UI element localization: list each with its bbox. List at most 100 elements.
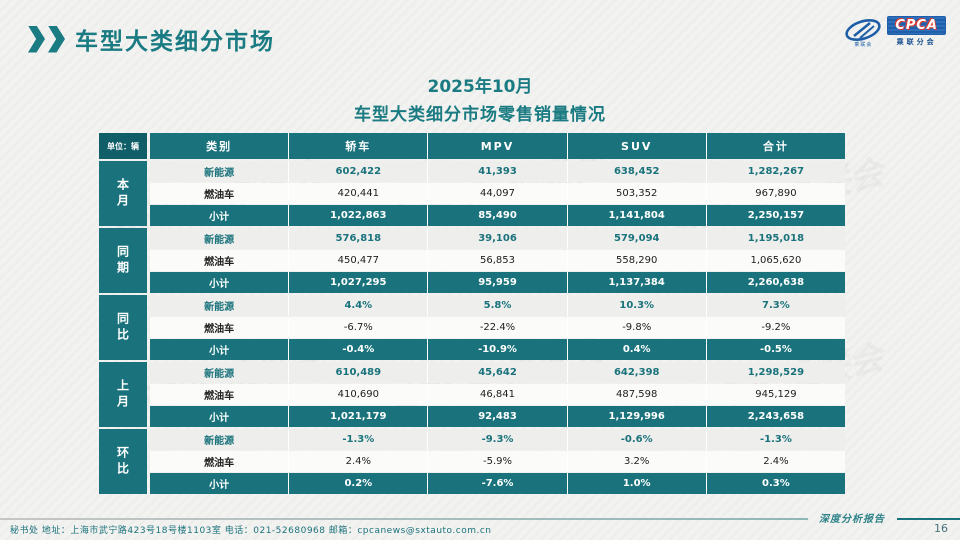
value-cell: 2.4% (705, 451, 845, 472)
row-group: 上月 新能源 610,489 45,642 642,398 1,298,529 燃油车 410… (99, 362, 846, 427)
value-cell: 642,398 (566, 362, 706, 383)
value-cell: 7.3% (705, 295, 845, 316)
value-cell: 85,490 (427, 205, 567, 226)
double-chevron-icon (28, 25, 65, 53)
value-cell: 638,452 (566, 161, 706, 182)
category-cell: 新能源 (204, 302, 235, 313)
table-header-row: 单位：辆 类别 轿车 MPV SUV 合计 (99, 133, 846, 159)
row-group: 同比 新能源 4.4% 5.8% 10.3% 7.3% 燃油车 -6.7% -22.4% -9.8… (99, 295, 846, 360)
cpca-logo: 乘联会 CPCA 乘联分会 (842, 16, 946, 48)
value-cell: 95,959 (427, 272, 567, 293)
table-row: 新能源 -1.3% -9.3% -0.6% -1.3% (150, 429, 845, 450)
value-cell: 1,065,620 (705, 250, 845, 271)
value-cell: 576,818 (288, 228, 427, 249)
table-row: 燃油车 410,690 46,841 487,598 945,129 (150, 384, 845, 405)
value-cell: -10.9% (427, 339, 567, 360)
table-row: 燃油车 2.4% -5.9% 3.2% 2.4% (150, 451, 845, 472)
category-cell: 新能源 (204, 235, 235, 246)
swoosh-ellipse-icon (845, 19, 882, 41)
category-cell: 小计 (150, 339, 289, 360)
value-cell: 39,106 (427, 228, 566, 249)
logo-caption: 乘联分会 (896, 38, 937, 46)
table-groups: 本月 新能源 602,422 41,393 638,452 1,282,267 燃油车 420… (99, 161, 846, 494)
column-header-total: 合计 (705, 133, 846, 159)
cpca-wordmark: CPCA (887, 16, 946, 35)
value-cell: -9.8% (566, 317, 706, 338)
page-title: 车型大类细分市场 (75, 29, 275, 55)
value-cell: 1,141,804 (566, 205, 706, 226)
value-cell: 41,393 (427, 161, 566, 182)
row-group-label: 上月 (99, 362, 147, 427)
value-cell: 1,129,996 (566, 406, 706, 427)
table-row: 小计 1,021,179 92,483 1,129,996 2,243,658 (150, 406, 846, 427)
footer-divider-left (0, 518, 808, 520)
value-cell: 5.8% (427, 295, 566, 316)
value-cell: 3.2% (566, 451, 706, 472)
value-cell: 2.4% (288, 451, 427, 472)
value-cell: 56,853 (427, 250, 566, 271)
row-group-label: 同比 (99, 295, 147, 360)
value-cell: 610,489 (288, 362, 427, 383)
value-cell: 45,642 (427, 362, 566, 383)
report-series-label: 深度分析报告 (819, 514, 885, 525)
row-group-label: 环比 (99, 429, 147, 494)
footer-divider-right (897, 518, 960, 520)
table-title: 2025年10月 车型大类细分市场零售销量情况 (0, 72, 960, 125)
column-header-category: 类别 (150, 133, 289, 159)
slide-header: 车型大类细分市场 (28, 22, 275, 56)
value-cell: 602,422 (288, 161, 427, 182)
column-header-mpv: MPV (427, 133, 567, 159)
value-cell: -0.6% (566, 429, 706, 450)
row-group: 同期 新能源 576,818 39,106 579,094 1,195,018 燃油车 450… (99, 228, 846, 293)
category-cell: 新能源 (204, 436, 235, 447)
value-cell: -7.6% (427, 473, 567, 494)
value-cell: -22.4% (427, 317, 566, 338)
table-title-line1: 2025年10月 (427, 77, 533, 97)
footer-contact-info: 秘书处 地址：上海市武宁路423号18号楼1103室 电话：021-526809… (10, 526, 492, 536)
category-cell: 燃油车 (204, 458, 235, 469)
sales-table: 单位：辆 类别 轿车 MPV SUV 合计 本月 新能源 602,422 41,393… (99, 133, 846, 494)
value-cell: 420,441 (288, 183, 427, 204)
value-cell: 1,021,179 (288, 406, 428, 427)
value-cell: 1,282,267 (705, 161, 845, 182)
value-cell: 92,483 (427, 406, 567, 427)
value-cell: 4.4% (288, 295, 427, 316)
value-cell: -9.3% (427, 429, 566, 450)
table-row: 新能源 576,818 39,106 579,094 1,195,018 (150, 228, 845, 249)
unit-label-cell: 单位：辆 (99, 133, 147, 159)
category-cell: 燃油车 (204, 257, 235, 268)
table-row: 新能源 610,489 45,642 642,398 1,298,529 (150, 362, 845, 383)
category-cell: 新能源 (204, 168, 235, 179)
table-row: 小计 1,022,863 85,490 1,141,804 2,250,157 (150, 205, 846, 226)
value-cell: 46,841 (427, 384, 566, 405)
table-title-line2: 车型大类细分市场零售销量情况 (354, 105, 606, 125)
value-cell: 0.2% (288, 473, 428, 494)
row-group: 环比 新能源 -1.3% -9.3% -0.6% -1.3% 燃油车 2.4% -5.9% 3.2… (99, 429, 846, 494)
cpca-logo-mark: 乘联会 (842, 16, 884, 48)
chevron-right-icon (28, 25, 45, 53)
value-cell: 2,260,638 (705, 272, 846, 293)
value-cell: 450,477 (288, 250, 427, 271)
value-cell: -1.3% (288, 429, 427, 450)
value-cell: 1,027,295 (288, 272, 428, 293)
value-cell: -5.9% (427, 451, 566, 472)
logo-mark-caption: 乘联会 (854, 42, 873, 48)
category-cell: 燃油车 (204, 190, 235, 201)
category-cell: 燃油车 (204, 391, 235, 402)
category-cell: 小计 (150, 205, 289, 226)
value-cell: 1,298,529 (705, 362, 845, 383)
column-header-sedan: 轿车 (288, 133, 428, 159)
value-cell: 1.0% (566, 473, 706, 494)
table-row: 燃油车 450,477 56,853 558,290 1,065,620 (150, 250, 845, 271)
value-cell: -0.4% (288, 339, 428, 360)
value-cell: 579,094 (566, 228, 706, 249)
page-number: 16 (934, 522, 948, 535)
value-cell: 1,137,384 (566, 272, 706, 293)
value-cell: 2,250,157 (705, 205, 846, 226)
table-row: 燃油车 420,441 44,097 503,352 967,890 (150, 183, 845, 204)
value-cell: 1,022,863 (288, 205, 428, 226)
category-cell: 小计 (150, 406, 289, 427)
category-cell: 小计 (150, 272, 289, 293)
table-row: 新能源 602,422 41,393 638,452 1,282,267 (150, 161, 845, 182)
value-cell: 0.4% (566, 339, 706, 360)
